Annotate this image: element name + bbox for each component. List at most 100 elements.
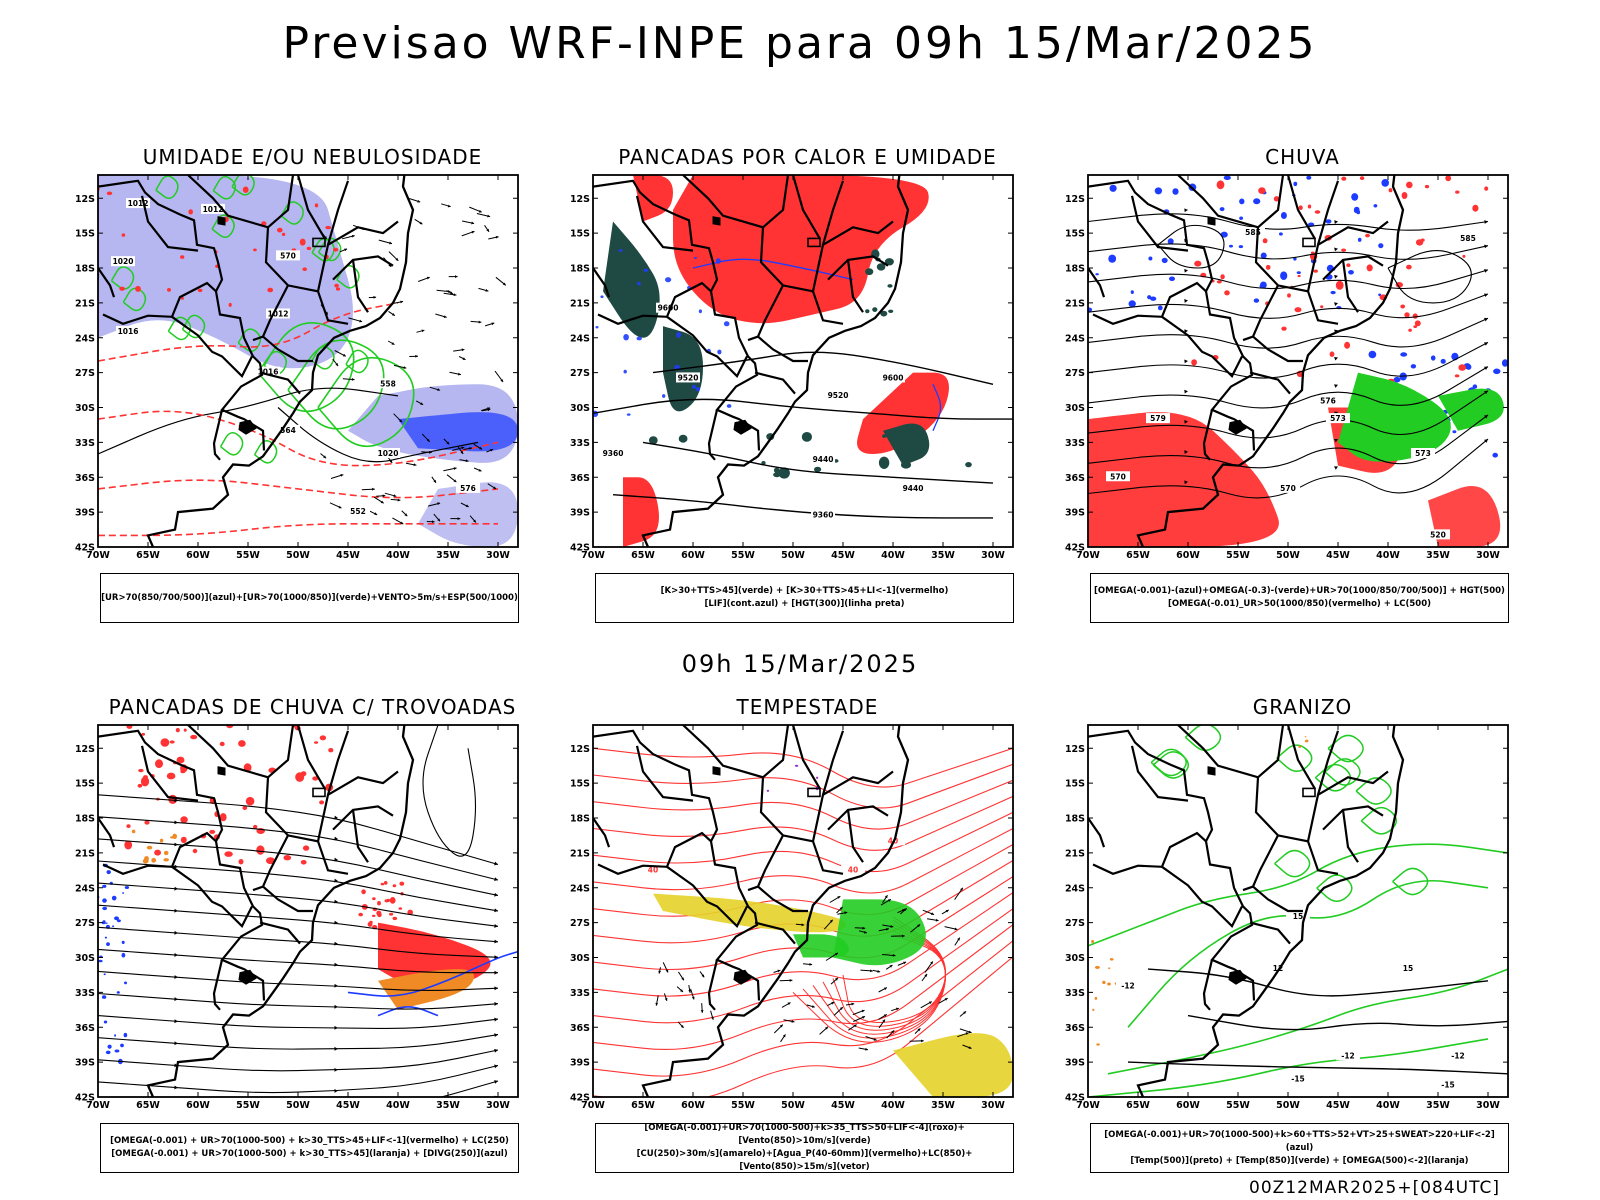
coastline [641,175,935,547]
wind-vector-head [782,1034,786,1038]
wind-vector-head [895,1007,899,1011]
divergence-blue [120,1043,124,1048]
k-index-cell [888,309,894,313]
streamline [98,1049,499,1072]
wind-vector-head [495,235,499,239]
omega-red [1294,307,1302,313]
wind-vector-head [831,1002,835,1005]
streamline-arrow [174,953,178,957]
contour-label: 520 [1430,530,1446,539]
political-border [757,885,808,913]
streamline-arrow [494,1064,498,1069]
contour-label-bg [346,506,370,517]
wind-vector-head [835,977,839,981]
low-level-humidity-contour [211,214,235,239]
omega500-orange [1094,965,1100,969]
streamline [1088,213,1489,231]
lat-tick-label: 18S [75,814,95,825]
omega-red [1307,204,1312,209]
streamline-arrow [174,908,178,913]
wind-vector-head [883,1014,887,1018]
contour-label: 1012 [128,199,149,208]
omega-red [1388,188,1393,193]
streamline-arrow [334,1067,338,1072]
k-index-cell [900,461,912,469]
streamline-arrow [494,1017,498,1022]
lif-contour [693,256,697,259]
lon-tick-label: 35W [1426,1100,1450,1111]
storm-purple [816,776,819,779]
wind-vector-head [389,460,393,463]
thunder-red [314,741,319,744]
wind-vector-head [681,977,684,981]
lake [733,969,752,985]
omega-blue [1238,245,1244,249]
wind-vector-head [801,923,805,927]
thickness-dash [299,238,306,246]
contour-label-bg [116,325,140,336]
lat-tick-label: 15S [75,229,95,240]
lon-tick-label: 60W [681,550,705,561]
hgt500-closed-contour [1387,250,1472,304]
political-border [707,409,719,461]
lat-tick-label: 33S [1065,438,1085,449]
thunder-red [376,910,382,916]
thunder-red [407,909,414,915]
page-title: Previsao WRF-INPE para 09h 15/Mar/2025 [282,18,1318,69]
omega500-orange [1096,1043,1100,1046]
wind-vector-head [835,952,839,956]
streamline-arrow [1184,268,1188,273]
political-border [1161,315,1243,378]
lon-tick-label: 30W [981,550,1005,561]
political-border [252,834,289,892]
streamline-arrow [334,1004,338,1009]
map-frame [1087,724,1509,1098]
omega-red [1287,293,1291,298]
contour-label-bg [276,424,300,435]
coastline [146,175,440,547]
lif-contour [692,384,696,389]
brasilia-marker [312,787,326,798]
political-border [757,335,808,363]
lon-tick-label: 40W [1376,550,1400,561]
lat-tick-label: 21S [1065,298,1085,309]
political-border [1252,335,1303,363]
thunder-red [380,882,385,886]
contour-label: -12 [1451,1051,1465,1060]
omega-red [1314,210,1321,214]
thunder-red [183,728,187,732]
lat-tick-label: 36S [75,473,95,484]
streamline-arrow [174,930,178,935]
thunder-red [358,912,364,917]
thickness-dash [325,225,332,230]
thunder-red [126,725,133,729]
hgt300-contour [612,494,993,519]
lon-tick-label: 35W [1426,550,1450,561]
streamline [1088,293,1489,319]
wind-vector-head [935,918,939,922]
thunder-red [319,800,325,805]
wind-vector-head [443,315,447,318]
wind-vector-head [389,241,393,245]
wind-vector-head [884,895,888,899]
streamline-arrow [334,878,338,883]
lif-contour [662,394,666,398]
political-border [791,725,821,790]
wind-vector-head [968,1046,972,1049]
thunder-red [377,901,381,906]
omega-blue [1239,198,1245,205]
omega-blue [1353,206,1360,214]
thunder-red [371,914,376,917]
contour-label: 9520 [678,373,699,382]
omega-red [1298,205,1303,210]
omega-red [1320,305,1324,309]
streamline [98,970,499,991]
omega-red [1472,204,1479,212]
contour-label-bg [376,378,400,389]
lake [1228,419,1247,435]
wind-vector-head [465,504,469,508]
brasilia-marker [312,237,326,248]
streamline-arrow [1484,439,1488,443]
political-border [140,745,199,802]
thunder-red [176,756,185,764]
